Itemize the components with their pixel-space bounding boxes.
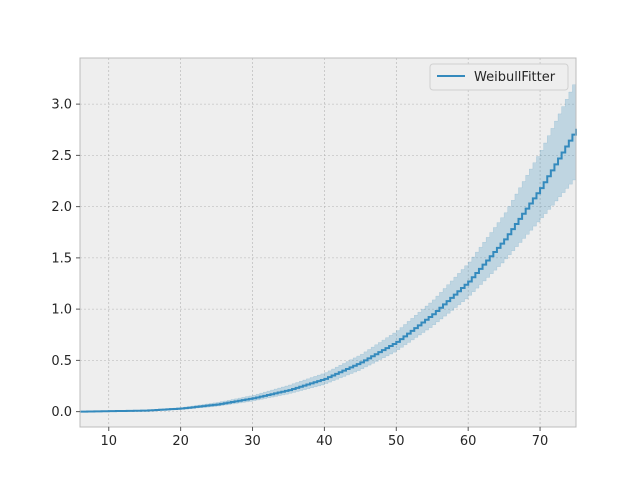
y-tick-label: 2.5 bbox=[51, 149, 72, 164]
y-tick-label: 1.0 bbox=[51, 303, 72, 318]
y-tick-label: 1.5 bbox=[51, 251, 72, 266]
x-tick-label: 70 bbox=[532, 434, 549, 449]
grid bbox=[80, 58, 576, 427]
series-line-weibullfitter bbox=[80, 128, 577, 413]
legend-box bbox=[429, 63, 569, 91]
x-tick-label: 10 bbox=[100, 434, 117, 449]
plot-frame bbox=[79, 57, 577, 428]
legend-label-weibullfitter: WeibullFitter bbox=[474, 70, 556, 85]
x-tick-label: 20 bbox=[172, 434, 189, 449]
legend: WeibullFitter bbox=[429, 63, 569, 91]
x-tick-label: 50 bbox=[388, 434, 405, 449]
x-tick-label: 30 bbox=[244, 434, 261, 449]
y-tick-label: 3.0 bbox=[51, 98, 72, 113]
plot-background bbox=[80, 58, 576, 427]
y-tick-label: 2.0 bbox=[51, 200, 72, 215]
y-tick-label: 0.0 bbox=[51, 405, 72, 420]
series-lines bbox=[80, 128, 577, 413]
y-tick-label: 0.5 bbox=[51, 354, 72, 369]
x-tick-label: 40 bbox=[316, 434, 333, 449]
x-tick-label: 60 bbox=[460, 434, 477, 449]
x-axis: 10 20 30 40 50 60 70 bbox=[100, 427, 548, 449]
y-axis: 0.0 0.5 1.0 1.5 2.0 2.5 3.0 bbox=[51, 98, 80, 420]
